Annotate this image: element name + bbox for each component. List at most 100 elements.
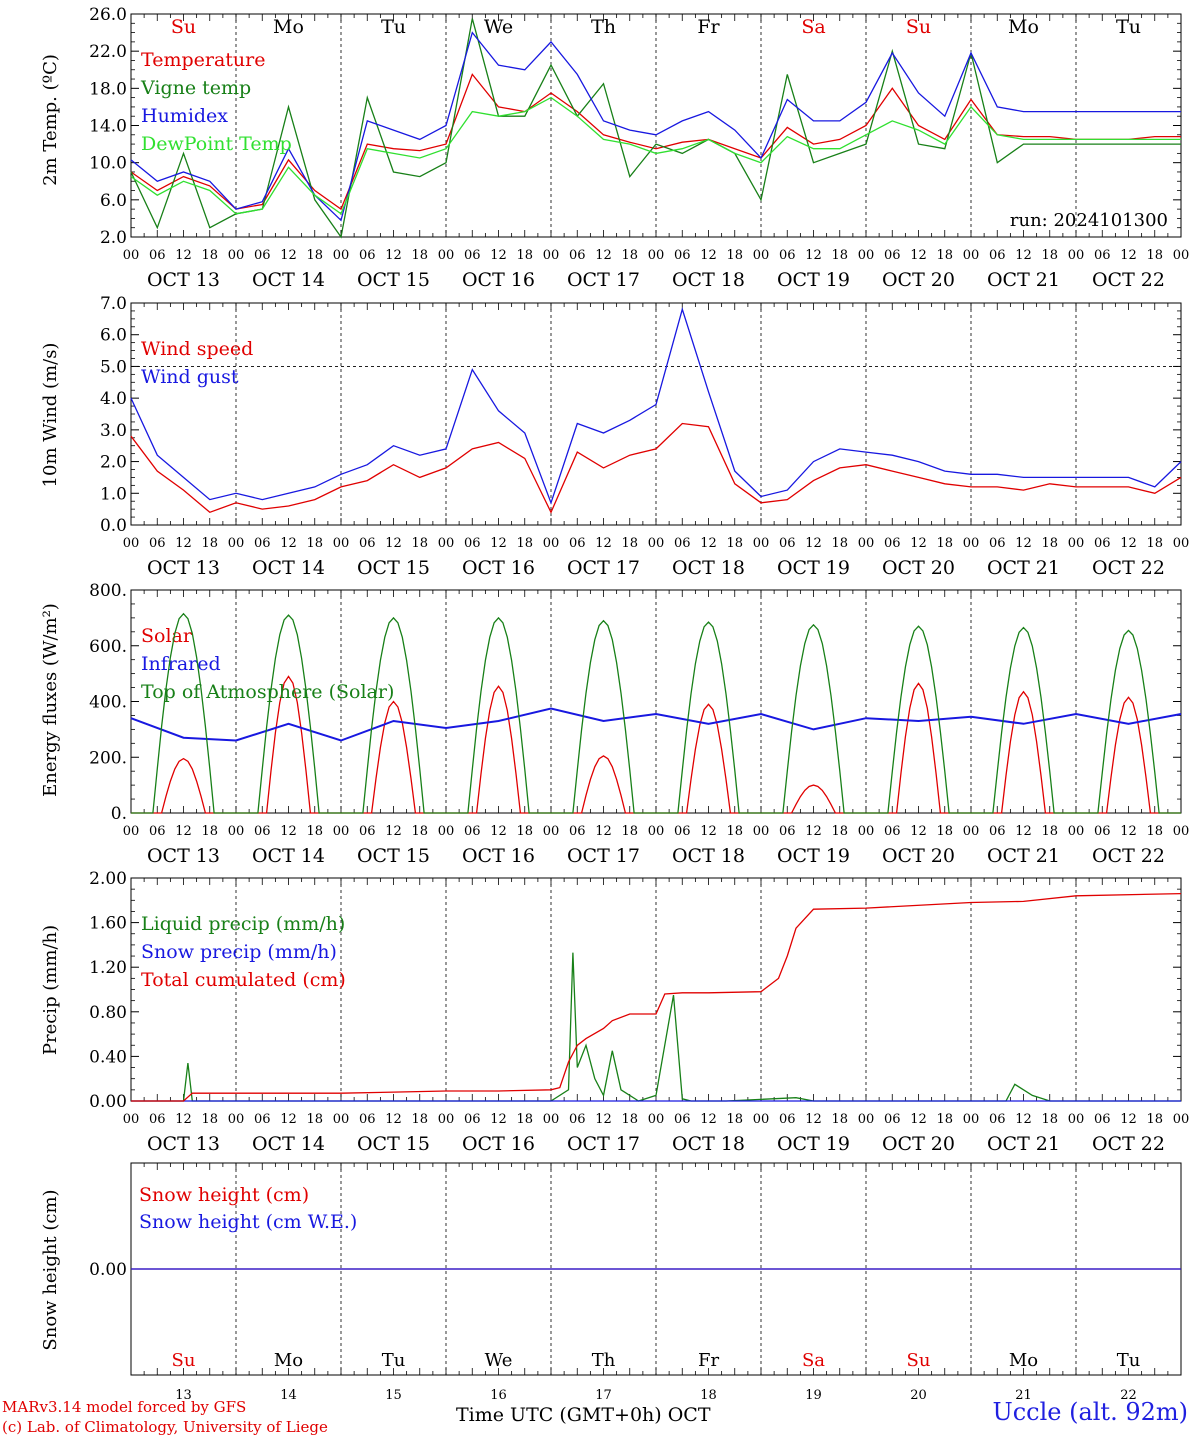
date-label: OCT 18 bbox=[672, 269, 745, 291]
hour-tick-label: 06 bbox=[359, 824, 376, 839]
hour-tick-label: 18 bbox=[306, 248, 323, 263]
date-label: OCT 17 bbox=[567, 845, 640, 867]
weekday-label: Sa bbox=[802, 1350, 825, 1371]
y-tick-label: 1.60 bbox=[89, 914, 127, 934]
hour-tick-label: 06 bbox=[464, 824, 481, 839]
hour-tick-label: 00 bbox=[123, 536, 140, 551]
hour-tick-label: 18 bbox=[201, 1112, 218, 1127]
date-label: OCT 16 bbox=[462, 845, 535, 867]
date-label: OCT 19 bbox=[777, 1133, 850, 1155]
x-axis-title: Time UTC (GMT+0h) OCT bbox=[456, 1404, 711, 1426]
date-label: OCT 19 bbox=[777, 557, 850, 579]
day-number-label: 21 bbox=[1015, 1388, 1032, 1403]
hour-tick-label: 00 bbox=[438, 248, 455, 263]
hour-tick-label: 18 bbox=[1146, 824, 1163, 839]
hour-tick-label: 12 bbox=[595, 248, 612, 263]
legend-entry: Total cumulated (cm) bbox=[141, 969, 346, 991]
hour-tick-label: 06 bbox=[464, 248, 481, 263]
lab-credit: (c) Lab. of Climatology, University of L… bbox=[2, 1418, 328, 1436]
hour-tick-label: 00 bbox=[1068, 248, 1085, 263]
hour-tick-label: 18 bbox=[936, 536, 953, 551]
hour-tick-label: 12 bbox=[280, 248, 297, 263]
hour-tick-label: 18 bbox=[306, 536, 323, 551]
hour-tick-label: 00 bbox=[438, 1112, 455, 1127]
date-label: OCT 15 bbox=[357, 557, 430, 579]
hour-tick-label: 00 bbox=[123, 1112, 140, 1127]
hour-tick-label: 18 bbox=[1041, 824, 1058, 839]
date-label: OCT 21 bbox=[987, 845, 1060, 867]
date-label: OCT 15 bbox=[357, 1133, 430, 1155]
date-label: OCT 22 bbox=[1092, 845, 1165, 867]
hour-tick-label: 12 bbox=[1015, 1112, 1032, 1127]
hour-tick-label: 06 bbox=[569, 536, 586, 551]
legend-entry: Infrared bbox=[141, 653, 221, 675]
date-label: OCT 19 bbox=[777, 845, 850, 867]
day-number-label: 20 bbox=[910, 1388, 927, 1403]
date-label: OCT 21 bbox=[987, 557, 1060, 579]
y-tick-label: 4.0 bbox=[100, 389, 127, 409]
hour-tick-label: 18 bbox=[621, 536, 638, 551]
y-tick-label: 22.0 bbox=[89, 42, 127, 62]
series-line-4-3 bbox=[131, 892, 1182, 1102]
legend-entry: Solar bbox=[141, 625, 193, 647]
date-label: OCT 14 bbox=[252, 845, 325, 867]
day-number-label: 19 bbox=[805, 1388, 822, 1403]
hour-tick-label: 12 bbox=[490, 824, 507, 839]
date-label: OCT 14 bbox=[252, 557, 325, 579]
date-label: OCT 22 bbox=[1092, 557, 1165, 579]
series-line-1-3 bbox=[130, 31, 1181, 222]
weekday-label: Su bbox=[907, 1350, 931, 1371]
hour-tick-label: 00 bbox=[543, 824, 560, 839]
hour-tick-label: 12 bbox=[700, 1112, 717, 1127]
hour-tick-label: 00 bbox=[228, 248, 245, 263]
hour-tick-label: 00 bbox=[648, 1112, 665, 1127]
hour-tick-label: 06 bbox=[569, 248, 586, 263]
hour-tick-label: 06 bbox=[989, 1112, 1006, 1127]
hour-tick-label: 00 bbox=[1068, 536, 1085, 551]
y-tick-label: 0.80 bbox=[89, 1003, 127, 1023]
hour-tick-label: 18 bbox=[516, 248, 533, 263]
hour-tick-label: 00 bbox=[1173, 536, 1190, 551]
hour-tick-label: 18 bbox=[726, 1112, 743, 1127]
hour-tick-label: 18 bbox=[411, 1112, 428, 1127]
hour-tick-label: 18 bbox=[621, 248, 638, 263]
hour-tick-label: 12 bbox=[385, 536, 402, 551]
date-label: OCT 16 bbox=[462, 557, 535, 579]
hour-tick-label: 06 bbox=[1094, 1112, 1111, 1127]
hour-tick-label: 18 bbox=[726, 248, 743, 263]
hour-tick-label: 06 bbox=[884, 248, 901, 263]
date-label: OCT 22 bbox=[1092, 269, 1165, 291]
date-label: OCT 21 bbox=[987, 269, 1060, 291]
y-tick-label: 0. bbox=[111, 804, 127, 824]
series-line-2-1 bbox=[130, 422, 1182, 514]
y-axis-label: Snow height (cm) bbox=[40, 1189, 61, 1350]
hour-tick-label: 12 bbox=[280, 536, 297, 551]
hour-tick-label: 06 bbox=[149, 824, 166, 839]
hour-tick-label: 18 bbox=[201, 248, 218, 263]
date-label: OCT 13 bbox=[147, 1133, 220, 1155]
hour-tick-label: 12 bbox=[805, 536, 822, 551]
hour-tick-label: 00 bbox=[228, 1112, 245, 1127]
hour-tick-label: 12 bbox=[1120, 1112, 1137, 1127]
y-tick-label: 2.0 bbox=[100, 453, 127, 473]
hour-tick-label: 12 bbox=[700, 536, 717, 551]
weekday-label: We bbox=[485, 1350, 513, 1371]
hour-tick-label: 00 bbox=[1173, 248, 1190, 263]
hour-tick-label: 00 bbox=[963, 824, 980, 839]
series-line-3-3 bbox=[131, 612, 1181, 814]
y-axis-label: 10m Wind (m/s) bbox=[40, 343, 61, 488]
weekday-label: Su bbox=[906, 16, 931, 38]
run-label: run: 2024101300 bbox=[1010, 210, 1168, 231]
day-number-label: 15 bbox=[385, 1388, 402, 1403]
hour-tick-label: 00 bbox=[963, 248, 980, 263]
hour-tick-label: 18 bbox=[1146, 1112, 1163, 1127]
y-tick-label: 5.0 bbox=[100, 357, 127, 377]
y-axis-label: Precip (mm/h) bbox=[40, 925, 61, 1055]
hour-tick-label: 00 bbox=[963, 1112, 980, 1127]
panel-frame bbox=[130, 13, 1182, 238]
date-label: OCT 18 bbox=[672, 1133, 745, 1155]
hour-tick-label: 06 bbox=[989, 248, 1006, 263]
weekday-label: Th bbox=[592, 1350, 616, 1371]
hour-tick-label: 12 bbox=[910, 1112, 927, 1127]
hour-tick-label: 18 bbox=[936, 1112, 953, 1127]
